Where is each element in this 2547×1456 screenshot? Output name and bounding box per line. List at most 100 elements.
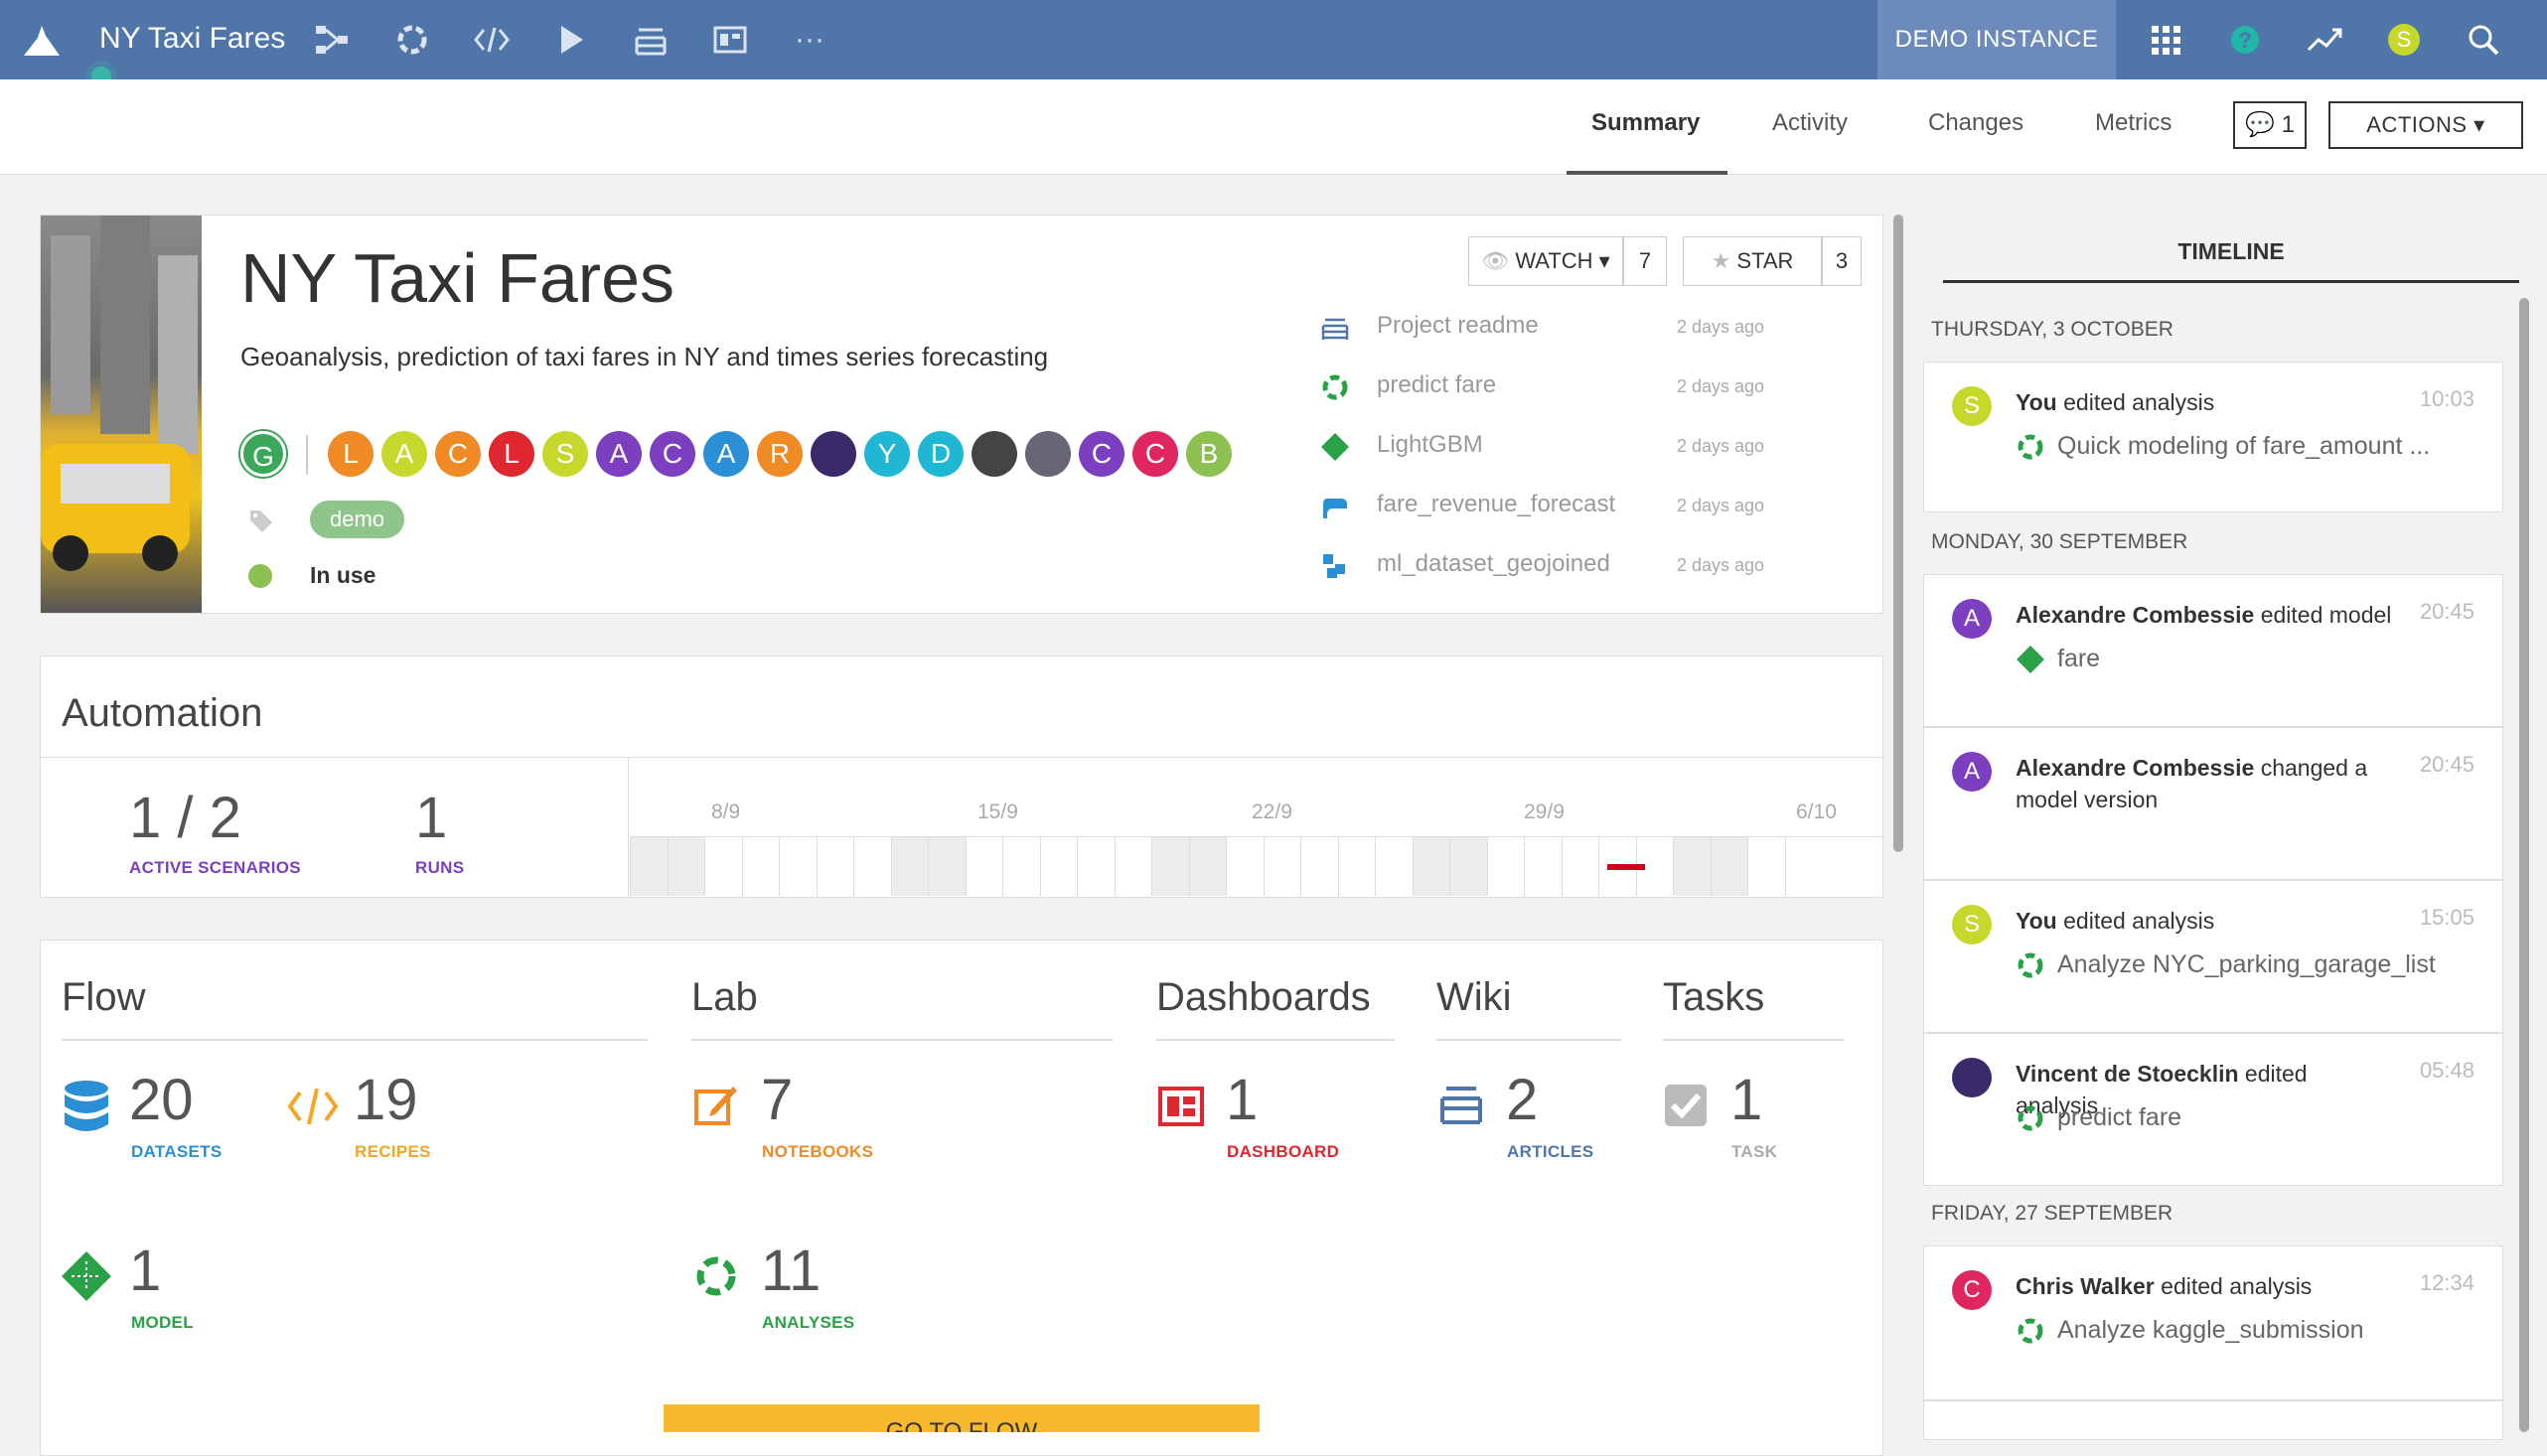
discussions-button[interactable]: 💬 1 [2233, 101, 2307, 149]
datasets-count[interactable]: 20 [129, 1068, 194, 1132]
contributor-avatar[interactable]: C [1079, 431, 1124, 477]
lab-title[interactable]: Lab [691, 975, 758, 1019]
dashboards-count[interactable]: 1 [1226, 1068, 1259, 1132]
recent-item-name[interactable]: ml_dataset_geojoined [1377, 550, 1610, 577]
tab-changes[interactable]: Changes [1928, 109, 2024, 136]
timeline-item[interactable]: A Alexandre Combessie edited model 20:45… [1923, 574, 2503, 727]
wiki-icon[interactable] [631, 20, 671, 60]
flow-icon[interactable] [312, 20, 352, 60]
star-button[interactable]: ★ STAR [1683, 236, 1822, 286]
contributor-avatar[interactable]: D [918, 431, 964, 477]
notebooks-count[interactable]: 7 [761, 1068, 794, 1132]
timeline-object[interactable]: Analyze kaggle_submission [2016, 1316, 2472, 1346]
timeline-object[interactable]: Quick modeling of fare_amount ... [2016, 432, 2472, 462]
timeline-action: edited analysis [2161, 1273, 2313, 1299]
models-count[interactable]: 1 [129, 1238, 162, 1303]
wiki-title[interactable]: Wiki [1436, 975, 1512, 1019]
project-cover-image[interactable] [41, 216, 202, 613]
run-icon[interactable] [551, 20, 591, 60]
timeline-object[interactable]: Analyze NYC_parking_garage_list [2016, 950, 2472, 980]
wiki-count[interactable]: 2 [1506, 1068, 1539, 1132]
timeline-item[interactable]: A Alexandre Combessie changed a model ve… [1923, 727, 2503, 880]
contributor-avatar[interactable]: R [757, 431, 803, 477]
timeline-object[interactable]: fare [2016, 645, 2472, 674]
active-scenarios-count[interactable]: 1 / 2 [129, 786, 241, 850]
search-icon[interactable] [2464, 20, 2503, 60]
timeline-avatar[interactable] [1952, 1058, 1992, 1097]
watch-button[interactable]: 👁 WATCH ▾ [1468, 236, 1623, 286]
recent-item-name[interactable]: LightGBM [1377, 431, 1483, 458]
contributor-avatar[interactable] [972, 431, 1017, 477]
owner-avatar[interactable]: G [240, 431, 286, 477]
apps-grid-icon[interactable] [2146, 20, 2185, 60]
timeline-user[interactable]: You [2016, 389, 2057, 415]
contributor-avatar[interactable]: S [542, 431, 588, 477]
analyses-count[interactable]: 11 [761, 1238, 822, 1303]
contributor-avatar[interactable] [811, 431, 856, 477]
contributor-avatar[interactable]: B [1186, 431, 1232, 477]
timeline-user[interactable]: Alexandre Combessie [2016, 755, 2255, 781]
project-status[interactable]: In use [310, 562, 376, 588]
code-icon[interactable] [472, 20, 512, 60]
timeline-item[interactable]: S You edited analysis 15:05 Analyze NYC_… [1923, 880, 2503, 1033]
timeline-item[interactable]: S You edited analysis 10:03 Quick modeli… [1923, 362, 2503, 512]
timeline-object-name: Analyze NYC_parking_garage_list [2057, 950, 2436, 978]
help-icon[interactable]: ? [2225, 20, 2265, 60]
tab-activity[interactable]: Activity [1772, 109, 1849, 136]
contributor-avatar[interactable]: L [328, 431, 374, 477]
contributor-avatar[interactable] [1025, 431, 1071, 477]
timeline-action: edited analysis [2063, 908, 2215, 934]
timeline-object[interactable]: predict fare [2016, 1103, 2472, 1133]
timeline-item[interactable] [1923, 1400, 2503, 1440]
timeline-item[interactable]: C Chris Walker edited analysis 12:34 Ana… [1923, 1245, 2503, 1400]
watch-count[interactable]: 7 [1623, 236, 1667, 286]
timeline-avatar[interactable]: A [1952, 599, 1992, 639]
contributor-avatar[interactable]: A [381, 431, 427, 477]
timeline-avatar[interactable]: S [1952, 905, 1992, 945]
lab-icon[interactable] [392, 20, 432, 60]
timeline-item[interactable]: Vincent de Stoecklin edited analysis 05:… [1923, 1033, 2503, 1186]
tasks-title[interactable]: Tasks [1663, 975, 1765, 1019]
tag-badge[interactable]: demo [310, 501, 405, 538]
project-name[interactable]: NY Taxi Fares [99, 22, 286, 55]
discussion-count: 1 [2281, 111, 2295, 138]
contributor-avatar[interactable]: A [596, 431, 642, 477]
activity-trend-icon[interactable] [2305, 20, 2344, 60]
more-icon[interactable]: ··· [795, 23, 824, 56]
recent-item-name[interactable]: Project readme [1377, 312, 1539, 339]
timeline-user[interactable]: Vincent de Stoecklin [2016, 1061, 2239, 1087]
go-to-flow-button[interactable]: GO TO FLOW [664, 1404, 1260, 1432]
timeline-avatar[interactable]: A [1952, 752, 1992, 792]
contributor-avatar[interactable]: C [1132, 431, 1178, 477]
tasks-count[interactable]: 1 [1730, 1068, 1763, 1132]
lab-divider [691, 1039, 1113, 1041]
contributor-avatar[interactable]: L [489, 431, 534, 477]
tab-summary[interactable]: Summary [1591, 109, 1701, 136]
timeline-scrollbar[interactable] [2519, 298, 2529, 1432]
timeline-avatar[interactable]: S [1952, 386, 1992, 426]
failed-run-marker[interactable] [1607, 864, 1645, 870]
flow-title[interactable]: Flow [62, 975, 146, 1019]
contributor-avatar[interactable]: C [650, 431, 695, 477]
recent-item-name[interactable]: predict fare [1377, 371, 1497, 398]
bird-logo-icon[interactable] [20, 18, 64, 62]
contributor-avatar[interactable]: C [435, 431, 481, 477]
contributor-avatar[interactable]: A [703, 431, 749, 477]
runs-count[interactable]: 1 [415, 786, 448, 850]
user-avatar[interactable]: S [2384, 20, 2424, 60]
star-count[interactable]: 3 [1822, 236, 1862, 286]
tab-metrics[interactable]: Metrics [2095, 109, 2172, 136]
main-scrollbar[interactable] [1893, 215, 1903, 852]
actions-dropdown[interactable]: ACTIONS ▾ [2328, 101, 2523, 149]
recipes-count[interactable]: 19 [354, 1068, 418, 1132]
timeline-user[interactable]: Chris Walker [2016, 1273, 2155, 1299]
model-icon [2017, 646, 2044, 674]
dashboards-title[interactable]: Dashboards [1156, 975, 1371, 1019]
dashboard-icon[interactable] [710, 20, 750, 60]
runs-label: RUNS [415, 858, 465, 877]
timeline-user[interactable]: You [2016, 908, 2057, 934]
contributor-avatar[interactable]: Y [864, 431, 910, 477]
timeline-avatar[interactable]: C [1952, 1270, 1992, 1310]
recent-item-name[interactable]: fare_revenue_forecast [1377, 491, 1616, 517]
timeline-user[interactable]: Alexandre Combessie [2016, 602, 2255, 628]
